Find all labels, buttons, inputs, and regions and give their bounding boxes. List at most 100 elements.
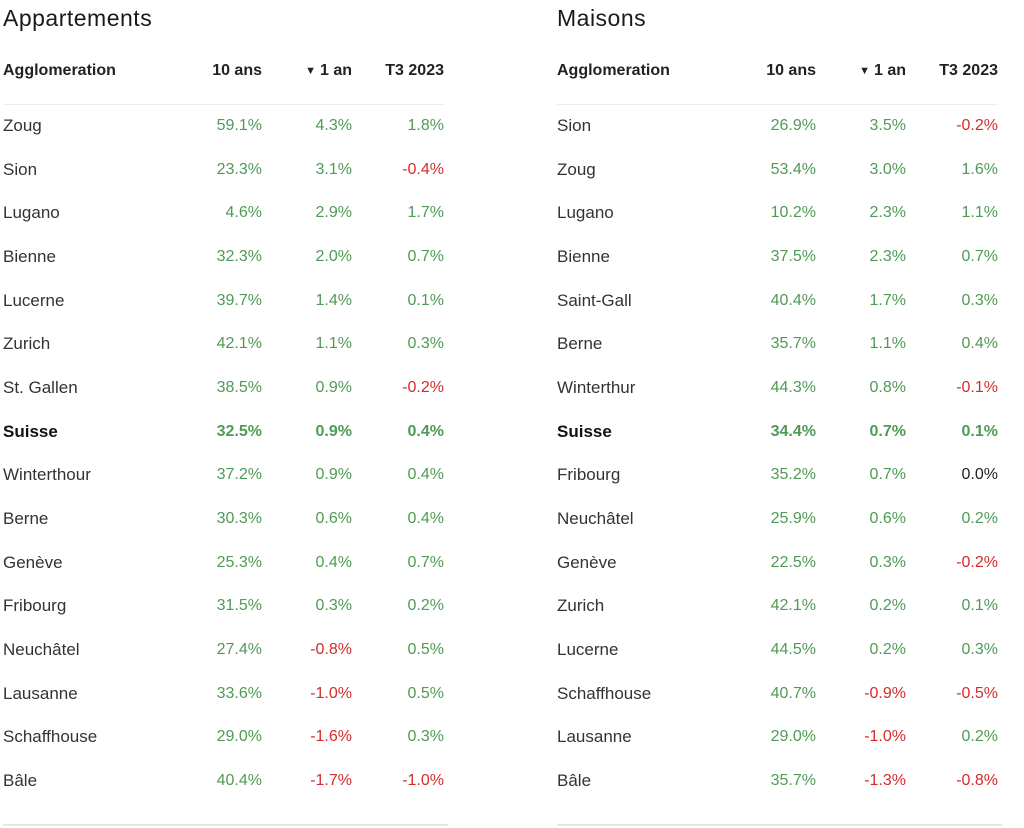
header-agglomeration[interactable]: Agglomeration <box>3 38 183 105</box>
table-row: Bâle 35.7% -1.3% -0.8% <box>557 759 998 803</box>
cell-10-years: 25.3% <box>216 553 262 571</box>
cell-1-year: 1.1% <box>869 335 906 353</box>
cell-1-year: 3.5% <box>869 117 906 135</box>
cell-10-years: 22.5% <box>770 553 816 571</box>
table-row: Zurich 42.1% 0.2% 0.1% <box>557 585 998 629</box>
cell-agglomeration: Genève <box>3 552 63 572</box>
cell-1-year: -1.0% <box>864 728 906 746</box>
cell-q3-2023: 0.0% <box>961 466 998 484</box>
table-row: Fribourg 31.5% 0.3% 0.2% <box>3 585 444 629</box>
table-row: Schaffhouse 29.0% -1.6% 0.3% <box>3 716 444 760</box>
table-row: Schaffhouse 40.7% -0.9% -0.5% <box>557 672 998 716</box>
cell-10-years: 33.6% <box>216 684 262 702</box>
cell-agglomeration: Bâle <box>557 771 592 791</box>
cell-1-year: -0.9% <box>864 684 906 702</box>
cell-10-years: 29.0% <box>216 728 262 746</box>
cell-1-year: 2.3% <box>869 247 906 265</box>
header-q3-2023[interactable]: T3 2023 <box>906 38 998 105</box>
cell-10-years: 59.1% <box>216 117 262 135</box>
cell-1-year: 0.3% <box>869 553 906 571</box>
apartments-title: Appartements <box>3 5 153 31</box>
apartments-table-body: Zoug 59.1% 4.3% 1.8% Sion 23.3% 3.1% -0.4% Lugan… <box>3 104 444 803</box>
cell-agglomeration: Lausanne <box>3 683 78 703</box>
cell-1-year: 0.6% <box>869 510 906 528</box>
cell-10-years: 4.6% <box>225 204 262 222</box>
cell-agglomeration: Zurich <box>557 596 605 616</box>
cell-10-years: 34.4% <box>770 422 816 440</box>
cell-q3-2023: 0.3% <box>961 291 998 309</box>
cell-1-year: 0.8% <box>869 378 906 396</box>
cell-10-years: 40.7% <box>770 684 816 702</box>
cell-1-year: 4.3% <box>315 117 352 135</box>
table-row: Sion 23.3% 3.1% -0.4% <box>3 148 444 192</box>
table-row: Winterthur 44.3% 0.8% -0.1% <box>557 366 998 410</box>
cell-q3-2023: 0.5% <box>407 684 444 702</box>
cell-q3-2023: -0.2% <box>402 378 444 396</box>
cell-q3-2023: 0.3% <box>407 728 444 746</box>
cell-q3-2023: 0.5% <box>407 641 444 659</box>
table-row: Winterthour 37.2% 0.9% 0.4% <box>3 454 444 498</box>
cell-agglomeration: Bâle <box>3 771 38 791</box>
cell-q3-2023: 0.1% <box>961 597 998 615</box>
table-row: Suisse 34.4% 0.7% 0.1% <box>557 410 998 454</box>
cell-q3-2023: -0.2% <box>956 553 998 571</box>
cell-agglomeration: Fribourg <box>3 596 67 616</box>
cell-q3-2023: -0.4% <box>402 160 444 178</box>
cell-10-years: 30.3% <box>216 510 262 528</box>
table-row: Bâle 40.4% -1.7% -1.0% <box>3 759 444 803</box>
cell-q3-2023: 1.7% <box>407 204 444 222</box>
cell-10-years: 39.7% <box>216 291 262 309</box>
cell-agglomeration: Genève <box>557 552 617 572</box>
header-1-year[interactable]: ▼ 1 an <box>816 38 906 105</box>
cell-10-years: 42.1% <box>770 597 816 615</box>
cell-agglomeration: Suisse <box>557 421 612 441</box>
table-row: Lugano 10.2% 2.3% 1.1% <box>557 191 998 235</box>
houses-table-body: Sion 26.9% 3.5% -0.2% Zoug 53.4% 3.0% 1.6% Lugan… <box>557 104 998 803</box>
table-row: Berne 35.7% 1.1% 0.4% <box>557 322 998 366</box>
table-bottom-divider <box>3 824 448 826</box>
cell-q3-2023: 0.3% <box>407 335 444 353</box>
cell-1-year: 0.3% <box>315 597 352 615</box>
cell-10-years: 44.3% <box>770 378 816 396</box>
cell-10-years: 27.4% <box>216 641 262 659</box>
cell-1-year: 1.4% <box>315 291 352 309</box>
table-row: Lausanne 33.6% -1.0% 0.5% <box>3 672 444 716</box>
table-row: Neuchâtel 25.9% 0.6% 0.2% <box>557 497 998 541</box>
table-row: Zurich 42.1% 1.1% 0.3% <box>3 322 444 366</box>
cell-q3-2023: 1.1% <box>961 204 998 222</box>
cell-10-years: 37.5% <box>770 247 816 265</box>
cell-agglomeration: Schaffhouse <box>557 683 652 703</box>
cell-10-years: 42.1% <box>216 335 262 353</box>
cell-10-years: 40.4% <box>216 772 262 790</box>
apartments-table: Agglomeration 10 ans ▼ 1 an T3 2023 Zoug 5… <box>3 38 444 803</box>
header-10-years[interactable]: 10 ans <box>737 38 816 105</box>
cell-q3-2023: 0.4% <box>407 422 444 440</box>
table-header-row: Agglomeration 10 ans ▼ 1 an T3 2023 <box>557 38 998 105</box>
cell-1-year: 1.1% <box>315 335 352 353</box>
cell-1-year: 0.6% <box>315 510 352 528</box>
cell-agglomeration: Berne <box>3 509 49 529</box>
cell-1-year: 2.9% <box>315 204 352 222</box>
header-q3-2023[interactable]: T3 2023 <box>352 38 444 105</box>
cell-1-year: 3.1% <box>315 160 352 178</box>
header-agglomeration[interactable]: Agglomeration <box>557 38 737 105</box>
cell-agglomeration: Zoug <box>3 116 42 136</box>
cell-10-years: 40.4% <box>770 291 816 309</box>
cell-agglomeration: Fribourg <box>557 465 621 485</box>
cell-q3-2023: 0.4% <box>407 466 444 484</box>
table-row: Zoug 59.1% 4.3% 1.8% <box>3 104 444 148</box>
header-10-years[interactable]: 10 ans <box>183 38 262 105</box>
cell-10-years: 35.7% <box>770 772 816 790</box>
header-1-year[interactable]: ▼ 1 an <box>262 38 352 105</box>
cell-10-years: 35.7% <box>770 335 816 353</box>
cell-1-year: 0.9% <box>315 466 352 484</box>
table-row: Berne 30.3% 0.6% 0.4% <box>3 497 444 541</box>
cell-agglomeration: Berne <box>557 334 603 354</box>
cell-10-years: 37.2% <box>216 466 262 484</box>
table-row: Saint-Gall 40.4% 1.7% 0.3% <box>557 279 998 323</box>
cell-10-years: 38.5% <box>216 378 262 396</box>
cell-q3-2023: 1.6% <box>961 160 998 178</box>
cell-agglomeration: Sion <box>3 159 38 179</box>
cell-agglomeration: Sion <box>557 116 592 136</box>
cell-agglomeration: Lausanne <box>557 727 632 747</box>
